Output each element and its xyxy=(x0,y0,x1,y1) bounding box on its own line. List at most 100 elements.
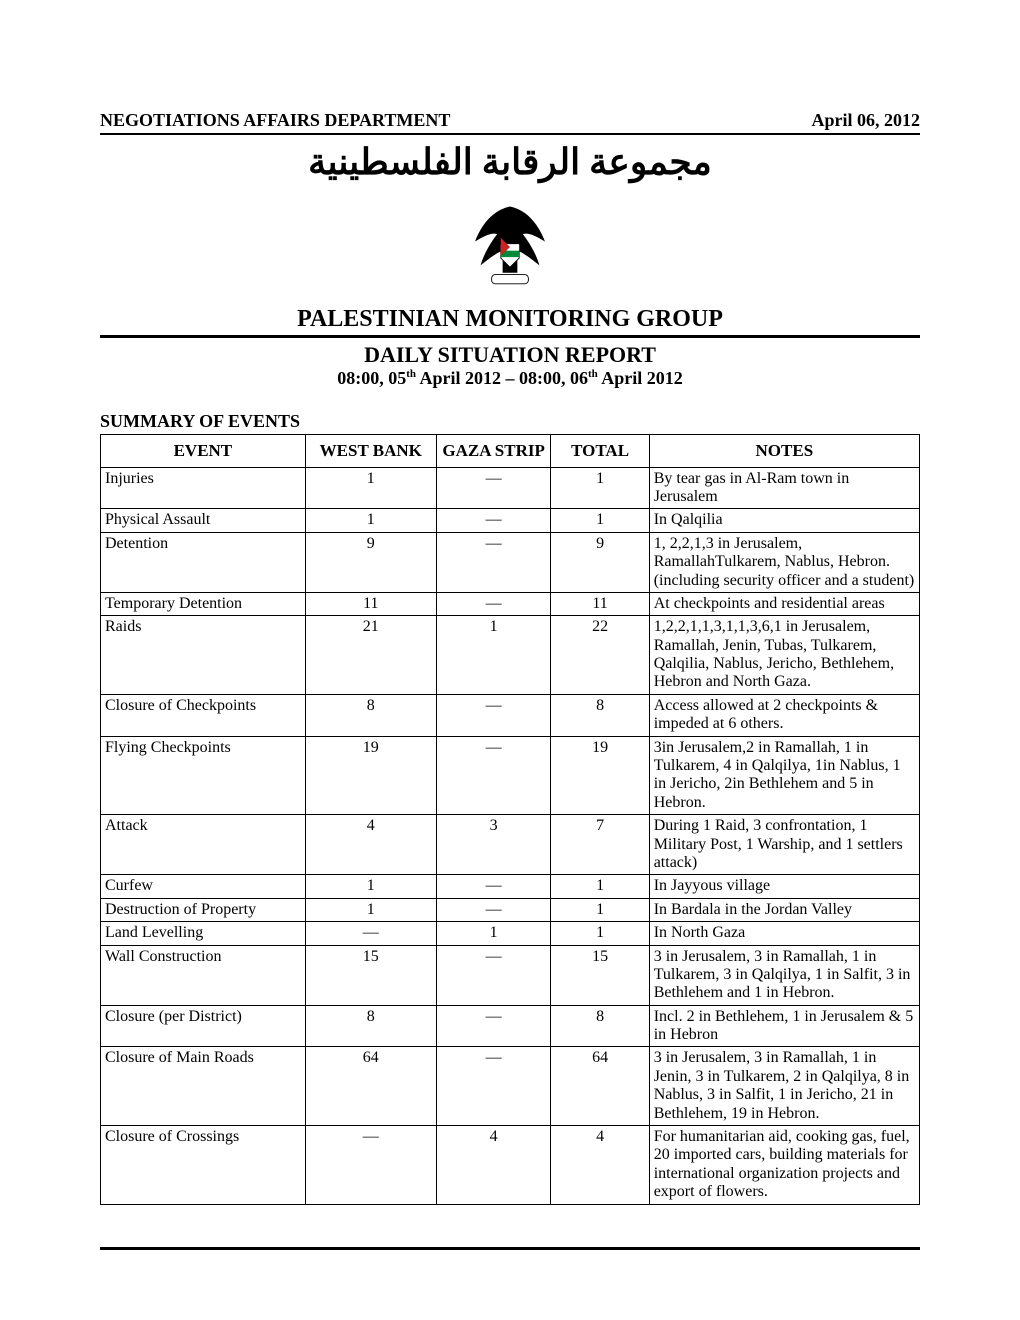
table-row: Physical Assault1—1In Qalqilia xyxy=(101,509,920,532)
total-cell: 19 xyxy=(551,736,649,815)
west-bank-cell: — xyxy=(305,1126,436,1205)
emblem xyxy=(100,201,920,298)
gaza-strip-cell: — xyxy=(436,509,551,532)
table-row: Destruction of Property1—1In Bardala in … xyxy=(101,898,920,921)
table-row: Detention9—91, 2,2,1,3 in Jerusalem, Ram… xyxy=(101,532,920,592)
notes-cell: During 1 Raid, 3 confrontation, 1 Milita… xyxy=(649,815,919,875)
notes-cell: 3in Jerusalem,2 in Ramallah, 1 in Tulkar… xyxy=(649,736,919,815)
col-header-gaza-strip: GAZA STRIP xyxy=(436,435,551,468)
gaza-strip-cell: 1 xyxy=(436,616,551,695)
report-date: April 06, 2012 xyxy=(811,110,920,131)
report-period: 08:00, 05th April 2012 – 08:00, 06th Apr… xyxy=(100,368,920,389)
col-header-west-bank: WEST BANK xyxy=(305,435,436,468)
table-row: Raids211221,2,2,1,1,3,1,1,3,6,1 in Jerus… xyxy=(101,616,920,695)
west-bank-cell: 1 xyxy=(305,509,436,532)
table-row: Wall Construction15—153 in Jerusalem, 3 … xyxy=(101,945,920,1005)
top-header-line: NEGOTIATIONS AFFAIRS DEPARTMENT April 06… xyxy=(100,110,920,135)
table-row: Closure of Checkpoints8—8Access allowed … xyxy=(101,694,920,736)
summary-heading: SUMMARY OF EVENTS xyxy=(100,411,920,432)
west-bank-cell: 8 xyxy=(305,1005,436,1047)
total-cell: 9 xyxy=(551,532,649,592)
notes-cell: In Qalqilia xyxy=(649,509,919,532)
west-bank-cell: 9 xyxy=(305,532,436,592)
gaza-strip-cell: 4 xyxy=(436,1126,551,1205)
notes-cell: At checkpoints and residential areas xyxy=(649,592,919,615)
table-header-row: EVENT WEST BANK GAZA STRIP TOTAL NOTES xyxy=(101,435,920,468)
arabic-title: مجموعة الرقابة الفلسطينية xyxy=(100,141,920,183)
total-cell: 15 xyxy=(551,945,649,1005)
total-cell: 8 xyxy=(551,1005,649,1047)
period-sup2: th xyxy=(588,368,598,380)
event-name-cell: Closure (per District) xyxy=(101,1005,306,1047)
notes-cell: For humanitarian aid, cooking gas, fuel,… xyxy=(649,1126,919,1205)
gaza-strip-cell: 1 xyxy=(436,922,551,945)
event-name-cell: Injuries xyxy=(101,467,306,509)
west-bank-cell: 4 xyxy=(305,815,436,875)
event-name-cell: Closure of Checkpoints xyxy=(101,694,306,736)
west-bank-cell: 1 xyxy=(305,875,436,898)
report-title: DAILY SITUATION REPORT xyxy=(100,342,920,368)
event-name-cell: Physical Assault xyxy=(101,509,306,532)
total-cell: 1 xyxy=(551,509,649,532)
west-bank-cell: 21 xyxy=(305,616,436,695)
total-cell: 1 xyxy=(551,875,649,898)
west-bank-cell: 1 xyxy=(305,467,436,509)
table-row: Temporary Detention11—11At checkpoints a… xyxy=(101,592,920,615)
table-row: Closure of Crossings—44For humanitarian … xyxy=(101,1126,920,1205)
gaza-strip-cell: — xyxy=(436,736,551,815)
total-cell: 1 xyxy=(551,898,649,921)
footer-rule xyxy=(100,1247,920,1250)
event-name-cell: Destruction of Property xyxy=(101,898,306,921)
event-name-cell: Land Levelling xyxy=(101,922,306,945)
page: NEGOTIATIONS AFFAIRS DEPARTMENT April 06… xyxy=(0,0,1020,1320)
notes-cell: In Jayyous village xyxy=(649,875,919,898)
notes-cell: 3 in Jerusalem, 3 in Ramallah, 1 in Tulk… xyxy=(649,945,919,1005)
department-label: NEGOTIATIONS AFFAIRS DEPARTMENT xyxy=(100,110,450,131)
west-bank-cell: 19 xyxy=(305,736,436,815)
event-name-cell: Closure of Crossings xyxy=(101,1126,306,1205)
table-row: Attack437 During 1 Raid, 3 confrontation… xyxy=(101,815,920,875)
events-table: EVENT WEST BANK GAZA STRIP TOTAL NOTES I… xyxy=(100,434,920,1205)
notes-cell: 1, 2,2,1,3 in Jerusalem, RamallahTulkare… xyxy=(649,532,919,592)
total-cell: 11 xyxy=(551,592,649,615)
west-bank-cell: 1 xyxy=(305,898,436,921)
notes-cell: By tear gas in Al-Ram town in Jerusalem xyxy=(649,467,919,509)
total-cell: 22 xyxy=(551,616,649,695)
table-row: Injuries1—1By tear gas in Al-Ram town in… xyxy=(101,467,920,509)
org-name: PALESTINIAN MONITORING GROUP xyxy=(100,306,920,338)
total-cell: 8 xyxy=(551,694,649,736)
total-cell: 7 xyxy=(551,815,649,875)
gaza-strip-cell: — xyxy=(436,945,551,1005)
table-row: Land Levelling—11In North Gaza xyxy=(101,922,920,945)
west-bank-cell: 15 xyxy=(305,945,436,1005)
event-name-cell: Wall Construction xyxy=(101,945,306,1005)
events-tbody: Injuries1—1By tear gas in Al-Ram town in… xyxy=(101,467,920,1204)
notes-cell: In North Gaza xyxy=(649,922,919,945)
period-sup1: th xyxy=(406,368,416,380)
table-row: Curfew1—1In Jayyous village xyxy=(101,875,920,898)
total-cell: 4 xyxy=(551,1126,649,1205)
period-part1: 08:00, 05 xyxy=(337,368,406,388)
event-name-cell: Detention xyxy=(101,532,306,592)
notes-cell: Incl. 2 in Bethlehem, 1 in Jerusalem & 5… xyxy=(649,1005,919,1047)
period-part2: April 2012 – 08:00, 06 xyxy=(416,368,588,388)
gaza-strip-cell: 3 xyxy=(436,815,551,875)
west-bank-cell: 11 xyxy=(305,592,436,615)
total-cell: 64 xyxy=(551,1047,649,1126)
table-row: Flying Checkpoints19—193in Jerusalem,2 i… xyxy=(101,736,920,815)
total-cell: 1 xyxy=(551,922,649,945)
table-row: Closure (per District)8—8Incl. 2 in Beth… xyxy=(101,1005,920,1047)
col-header-event: EVENT xyxy=(101,435,306,468)
gaza-strip-cell: — xyxy=(436,532,551,592)
gaza-strip-cell: — xyxy=(436,1005,551,1047)
notes-cell: 1,2,2,1,1,3,1,1,3,6,1 in Jerusalem, Rama… xyxy=(649,616,919,695)
event-name-cell: Raids xyxy=(101,616,306,695)
event-name-cell: Closure of Main Roads xyxy=(101,1047,306,1126)
gaza-strip-cell: — xyxy=(436,592,551,615)
eagle-emblem-icon xyxy=(464,201,556,293)
event-name-cell: Temporary Detention xyxy=(101,592,306,615)
gaza-strip-cell: — xyxy=(436,467,551,509)
west-bank-cell: — xyxy=(305,922,436,945)
gaza-strip-cell: — xyxy=(436,875,551,898)
west-bank-cell: 8 xyxy=(305,694,436,736)
